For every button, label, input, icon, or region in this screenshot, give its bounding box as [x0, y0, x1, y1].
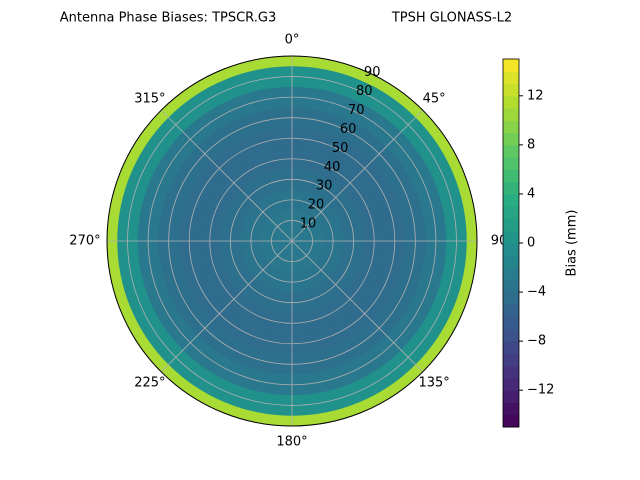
r-tick-label: 50 — [332, 141, 349, 156]
r-tick-label: 40 — [324, 160, 341, 175]
chart-subtitle: TPSH GLONASS-L2 — [391, 11, 512, 26]
colorbar-tick-label: 4 — [527, 186, 535, 201]
r-tick-label: 70 — [348, 103, 365, 118]
colorbar-band — [503, 95, 519, 109]
theta-tick-label: 135° — [418, 376, 449, 391]
colorbar-band — [503, 144, 519, 158]
colorbar-band — [503, 120, 519, 134]
theta-tick-label: 270° — [69, 234, 100, 249]
colorbar-band — [503, 108, 519, 121]
colorbar-band — [503, 193, 519, 207]
colorbar-tick-label: −8 — [527, 334, 546, 349]
colorbar-band — [503, 390, 519, 403]
grid-spoke — [160, 109, 293, 242]
r-tick-label: 60 — [340, 122, 357, 137]
polar-frame — [106, 55, 478, 427]
theta-tick-label: 315° — [134, 91, 165, 106]
colorbar-tick-label: 8 — [527, 137, 535, 152]
colorbar-band — [503, 157, 519, 170]
theta-tick-label: 225° — [134, 376, 165, 391]
colorbar-band — [503, 181, 519, 195]
theta-tick-label: 0° — [285, 33, 300, 48]
colorbar-band — [503, 304, 519, 318]
colorbar-band — [503, 267, 519, 281]
colorbar-band — [503, 279, 519, 293]
colorbar-band — [503, 169, 519, 183]
colorbar-band — [503, 365, 519, 379]
r-tick-label: 10 — [300, 217, 317, 232]
colorbar-band — [503, 218, 519, 232]
colorbar-tick-label: −4 — [527, 285, 546, 300]
r-tick-label: 30 — [316, 179, 333, 194]
colorbar-band — [503, 59, 519, 72]
colorbar-tick-label: 12 — [527, 88, 544, 103]
grid-spoke — [160, 240, 293, 373]
r-tick-label: 20 — [308, 198, 325, 213]
colorbar-tick-label: −12 — [527, 383, 554, 398]
colorbar-band — [503, 414, 519, 428]
colorbar-tick-label: 0 — [527, 236, 535, 251]
grid-spoke — [291, 240, 424, 373]
colorbar-band — [503, 316, 519, 330]
colorbar-band — [503, 341, 519, 354]
colorbar-band — [503, 377, 519, 391]
theta-tick-label: 45° — [423, 91, 446, 106]
colorbar-band — [503, 132, 519, 146]
colorbar-band — [503, 353, 519, 367]
colorbar-band — [503, 328, 519, 342]
colorbar-band — [503, 243, 519, 256]
colorbar-band — [503, 402, 519, 416]
theta-tick-label: 180° — [276, 435, 307, 450]
r-tick-label: 90 — [364, 65, 381, 80]
colorbar-band — [503, 71, 519, 85]
colorbar-label: Bias (mm) — [565, 210, 580, 277]
colorbar-band — [503, 83, 519, 97]
r-tick-label: 80 — [356, 84, 373, 99]
colorbar-band — [503, 206, 519, 219]
colorbar-band — [503, 292, 519, 305]
grid-spoke — [291, 109, 424, 242]
colorbar-band — [503, 255, 519, 269]
chart-title: Antenna Phase Biases: TPSCR.G3 — [60, 11, 276, 26]
colorbar-band — [503, 230, 519, 244]
